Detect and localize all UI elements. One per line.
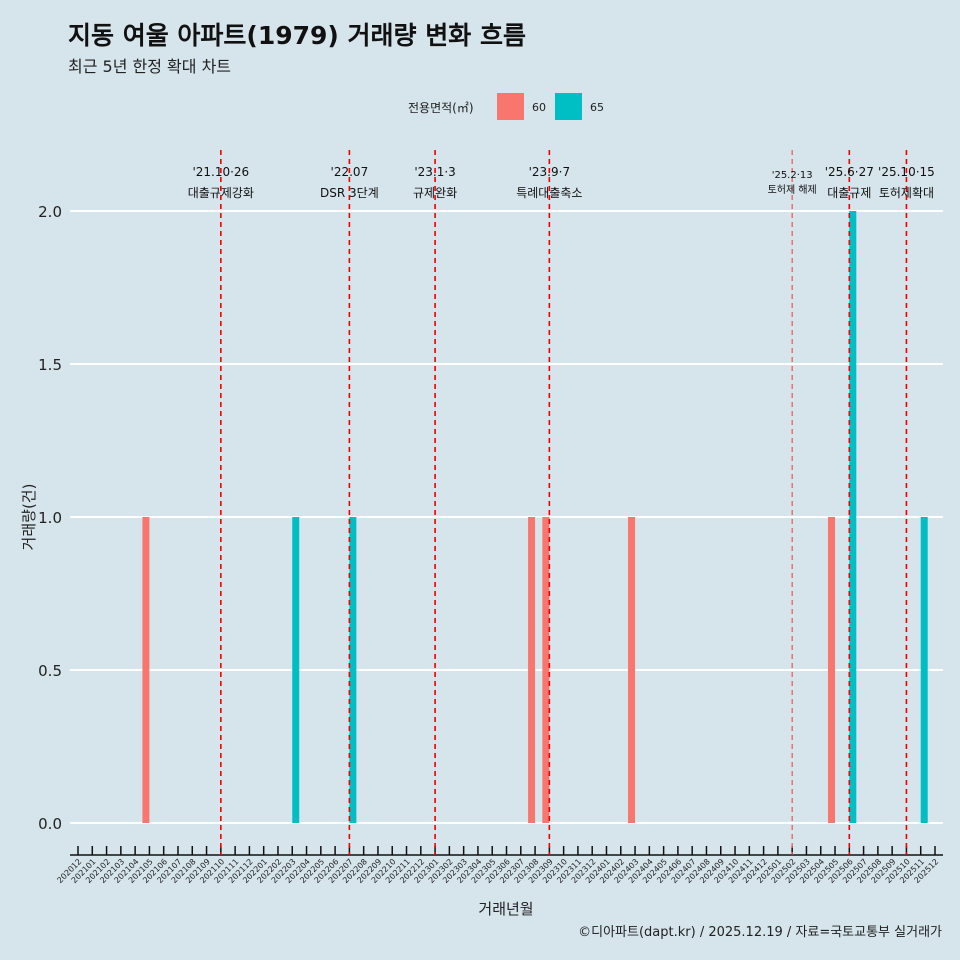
event-date: '25.6·27 [825, 165, 874, 179]
event-date: '23.9·7 [529, 165, 570, 179]
event-label: 대출규제강화 [188, 186, 254, 200]
y-tick-label: 0.5 [38, 662, 62, 680]
event-date: '22.07 [331, 165, 369, 179]
event-date: '25.10·15 [878, 165, 935, 179]
event-label: 특례대출축소 [516, 186, 582, 200]
event-label: 토허제 해제 [768, 183, 817, 196]
bar-65-202203 [292, 517, 300, 823]
y-tick-label: 1.5 [38, 356, 62, 374]
event-label: 토허제확대 [879, 186, 934, 200]
chart-subtitle: 최근 5년 한정 확대 차트 [68, 57, 232, 76]
bar-60-202105 [142, 517, 150, 823]
legend-title: 전용면적(㎡) [408, 101, 474, 115]
event-label: 대출규제 [827, 186, 871, 200]
bar-65-202207 [349, 517, 357, 823]
legend-label: 60 [532, 101, 546, 114]
event-date: '25.2·13 [772, 170, 813, 181]
legend-swatch-60 [497, 93, 524, 120]
bar-60-202505 [828, 517, 836, 823]
event-label: 규제완화 [413, 186, 457, 200]
chart-title: 지동 여울 아파트(1979) 거래량 변화 흐름 [68, 21, 526, 50]
y-axis-title: 거래량(건) [20, 484, 38, 551]
event-date: '21.10·26 [192, 165, 249, 179]
legend-label: 65 [590, 101, 604, 114]
caption: ©디아파트(dapt.kr) / 2025.12.19 / 자료=국토교통부 실… [578, 925, 942, 940]
event-label: DSR 3단계 [320, 186, 379, 200]
bar-60-202403 [628, 517, 636, 823]
y-tick-label: 1.0 [38, 509, 62, 527]
x-axis-title: 거래년월 [478, 900, 533, 918]
legend-swatch-65 [555, 93, 582, 120]
bar-60-202308 [528, 517, 536, 823]
bar-65-202511 [920, 517, 928, 823]
bar-60-202309 [542, 517, 550, 823]
y-tick-label: 0.0 [38, 815, 62, 833]
event-date: '23.1·3 [414, 165, 455, 179]
bar-65-202506 [849, 211, 857, 823]
y-tick-label: 2.0 [38, 203, 62, 221]
